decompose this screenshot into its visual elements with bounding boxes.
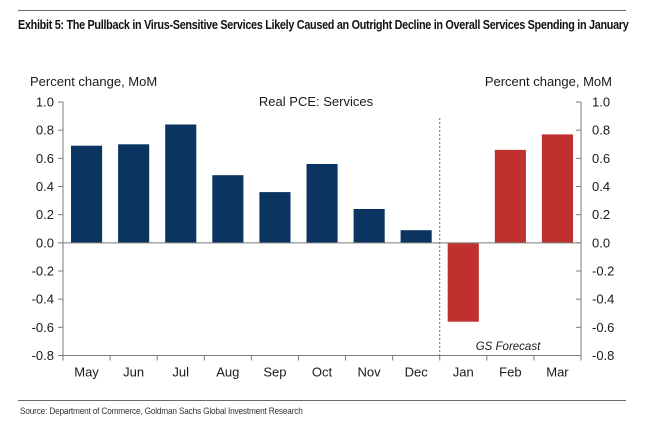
y-tick-label-left: 0.2 [36, 207, 54, 222]
y-axis-label-left: Percent change, MoM [30, 74, 157, 89]
bar-jul [165, 124, 197, 243]
bar-jun [118, 144, 150, 243]
bar-chart: 1.0 1.0 0.8 0.8 0.6 0.6 0.4 0.4 0.2 0.2 0.0 0.0 -0.2… [30, 74, 614, 380]
bar-nov [353, 209, 385, 243]
y-tick-label-left: -0.8 [32, 348, 54, 363]
exhibit-title: Exhibit 5: The Pullback in Virus-Sensiti… [18, 18, 629, 32]
bar-dec [400, 230, 432, 243]
x-tick-label-sep: Sep [263, 365, 286, 380]
y-tick-label-right: -0.6 [592, 320, 614, 335]
x-tick-label-dec: Dec [405, 365, 429, 380]
y-tick-label-right: 0.8 [592, 123, 610, 138]
x-tick-label-feb: Feb [499, 365, 521, 380]
y-tick-label-left: -0.6 [32, 320, 54, 335]
y-tick-label-right: 0.0 [592, 235, 610, 250]
y-tick-label-left: 0.0 [36, 235, 54, 250]
x-tick-label-may: May [74, 365, 99, 380]
x-tick-label-jun: Jun [123, 365, 144, 380]
bar-oct [306, 164, 338, 243]
x-tick-label-nov: Nov [358, 365, 382, 380]
y-tick-label-left: 0.6 [36, 151, 54, 166]
bar-aug [212, 175, 244, 243]
y-tick-label-right: 1.0 [592, 95, 610, 110]
bar-mar [541, 134, 573, 243]
x-tick-label-mar: Mar [546, 365, 569, 380]
y-tick-label-left: 0.8 [36, 123, 54, 138]
y-tick-label-right: 0.6 [592, 151, 610, 166]
y-axis-label-right: Percent change, MoM [485, 74, 612, 89]
y-tick-label-left: -0.2 [32, 264, 54, 279]
y-tick-label-right: -0.2 [592, 264, 614, 279]
x-tick-label-jul: Jul [172, 365, 189, 380]
y-tick-label-right: 0.4 [592, 179, 610, 194]
bar-feb [494, 149, 526, 243]
y-tick-label-right: 0.2 [592, 207, 610, 222]
x-tick-label-aug: Aug [216, 365, 239, 380]
y-tick-label-left: 0.4 [36, 179, 54, 194]
bar-may [71, 145, 103, 243]
y-tick-label-left: 1.0 [36, 95, 54, 110]
source-note: Source: Department of Commerce, Goldman … [20, 405, 303, 416]
top-rule [18, 10, 626, 11]
x-tick-label-jan: Jan [453, 365, 474, 380]
y-tick-label-right: -0.4 [592, 292, 614, 307]
gs-forecast-annotation: GS Forecast [476, 341, 541, 353]
chart-title: Real PCE: Services [259, 94, 374, 109]
bar-jan [447, 242, 479, 322]
y-tick-label-right: -0.8 [592, 348, 614, 363]
y-tick-label-left: -0.4 [32, 292, 54, 307]
bar-sep [259, 192, 291, 243]
x-tick-label-oct: Oct [312, 365, 333, 380]
bottom-rule [18, 400, 626, 401]
